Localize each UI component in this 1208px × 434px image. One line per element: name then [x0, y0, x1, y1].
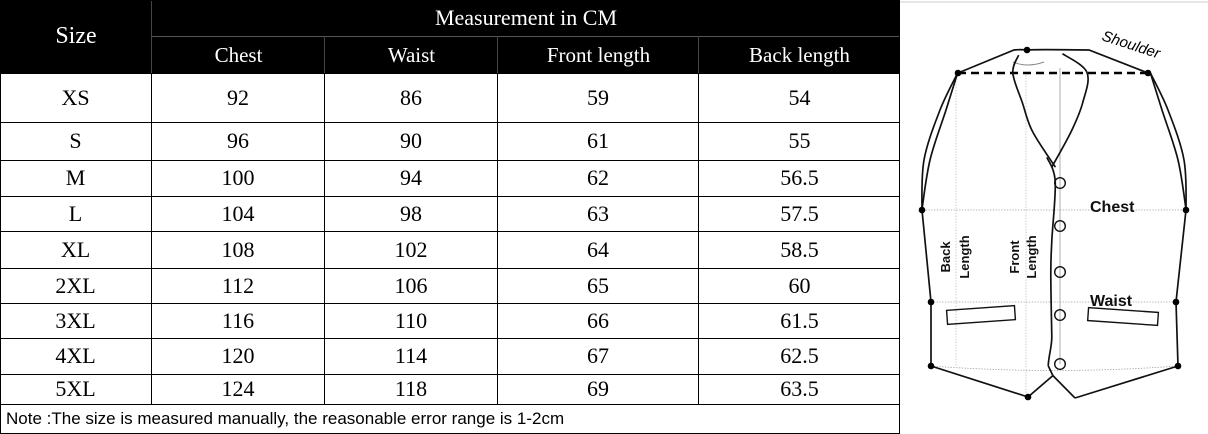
svg-text:Length: Length — [957, 235, 972, 278]
svg-text:Front: Front — [1007, 240, 1022, 274]
svg-text:Waist: Waist — [1090, 293, 1133, 310]
svg-text:Back: Back — [938, 241, 953, 273]
svg-text:Length: Length — [1024, 235, 1039, 278]
svg-text:Chest: Chest — [1090, 199, 1135, 216]
